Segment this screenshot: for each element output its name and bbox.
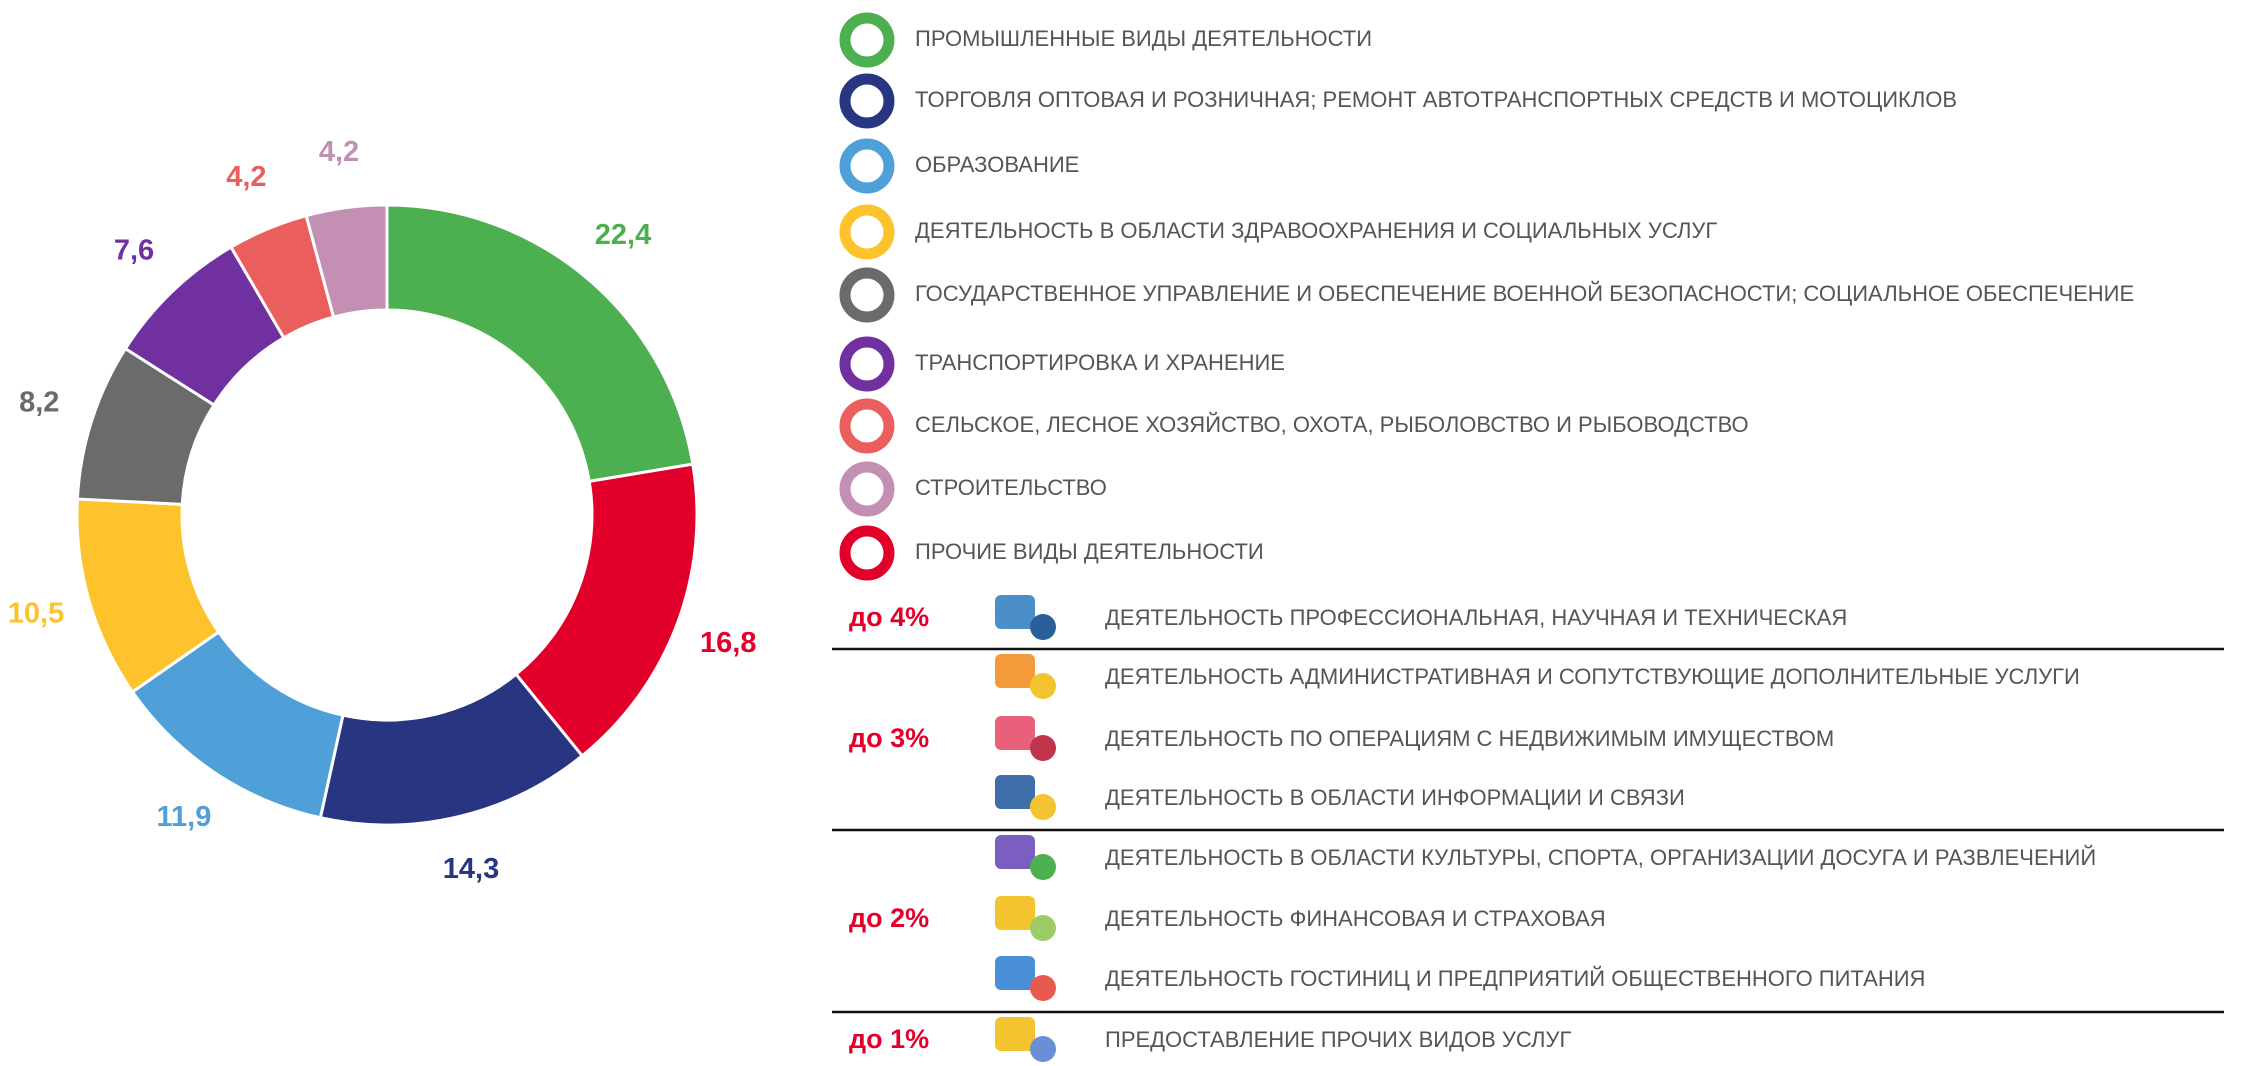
legend-label: ГОСУДАРСТВЕННОЕ УПРАВЛЕНИЕ И ОБЕСПЕЧЕНИЕ… [915,281,2134,306]
group-label: до 2% [849,903,929,933]
legend-label: ТРАНСПОРТИРОВКА И ХРАНЕНИЕ [915,350,1285,375]
icon [995,654,1035,688]
legend-label: ПРОМЫШЛЕННЫЕ ВИДЫ ДЕЯТЕЛЬНОСТИ [915,26,1372,51]
legend-label: ПРОЧИЕ ВИДЫ ДЕЯТЕЛЬНОСТИ [915,539,1264,564]
chart: 22,4 16,8 14,3 11,9 10,5 8,2 7,6 4,2 4,2 ПРОМЫШЛЕ… [0,0,2257,1066]
legend-label: СЕЛЬСКОЕ, ЛЕСНОЕ ХОЗЯЙСТВО, ОХОТА, РЫБОЛ… [915,412,1749,437]
icon [1030,854,1056,880]
item-label: ДЕЯТЕЛЬНОСТЬ ПРОФЕССИОНАЛЬНАЯ, НАУЧНАЯ И… [1105,605,1847,630]
group-label: до 1% [849,1024,929,1054]
icon [995,775,1035,809]
icon [1030,794,1056,820]
icon [995,896,1035,930]
legend-label: ДЕЯТЕЛЬНОСТЬ В ОБЛАСТИ ЗДРАВООХРАНЕНИЯ И… [915,218,1717,243]
item-label: ДЕЯТЕЛЬНОСТЬ В ОБЛАСТИ ИНФОРМАЦИИ И СВЯЗ… [1105,785,1685,810]
value-label: 4,2 [226,161,266,193]
icon [1030,915,1056,941]
item-label: ДЕЯТЕЛЬНОСТЬ ПО ОПЕРАЦИЯМ С НЕДВИЖИМЫМ И… [1105,726,1834,751]
legend-marker [845,18,889,62]
value-label: 16,8 [700,627,756,659]
legend-marker [845,404,889,448]
value-label: 8,2 [19,387,59,419]
legend-label: ТОРГОВЛЯ ОПТОВАЯ И РОЗНИЧНАЯ; РЕМОНТ АВТ… [915,87,1957,112]
legend-label: СТРОИТЕЛЬСТВО [915,475,1107,500]
item-label: ПРЕДОСТАВЛЕНИЕ ПРОЧИХ ВИДОВ УСЛУГ [1105,1027,1571,1052]
icon [1030,735,1056,761]
item-label: ДЕЯТЕЛЬНОСТЬ В ОБЛАСТИ КУЛЬТУРЫ, СПОРТА,… [1105,845,2096,870]
icon [995,716,1035,750]
legend-marker [845,79,889,123]
legend-marker [845,467,889,511]
value-label: 7,6 [114,235,154,267]
value-label: 11,9 [156,801,211,833]
item-label: ДЕЯТЕЛЬНОСТЬ АДМИНИСТРАТИВНАЯ И СОПУТСТВ… [1105,664,2080,689]
value-label: 14,3 [443,853,499,885]
legend-label: ОБРАЗОВАНИЕ [915,152,1079,177]
group-label: до 3% [849,723,929,753]
item-label: ДЕЯТЕЛЬНОСТЬ ГОСТИНИЦ И ПРЕДПРИЯТИЙ ОБЩЕ… [1105,966,1925,991]
icon [1030,614,1056,640]
icon [1030,1036,1056,1062]
legend-marker [845,210,889,254]
icon [995,956,1035,990]
legend-marker [845,273,889,317]
icon [995,595,1035,629]
value-label: 10,5 [8,598,64,630]
page: 22,4 16,8 14,3 11,9 10,5 8,2 7,6 4,2 4,2 ПРОМЫШЛЕ… [0,0,2257,1066]
icon [1030,975,1056,1001]
value-label: 22,4 [595,219,651,251]
item-label: ДЕЯТЕЛЬНОСТЬ ФИНАНСОВАЯ И СТРАХОВАЯ [1105,906,1606,931]
icon [995,835,1035,869]
icon [995,1017,1035,1051]
legend-marker [845,531,889,575]
group-label: до 4% [849,602,929,632]
legend-marker [845,144,889,188]
value-label: 4,2 [319,136,359,168]
legend-marker [845,342,889,386]
icon [1030,673,1056,699]
